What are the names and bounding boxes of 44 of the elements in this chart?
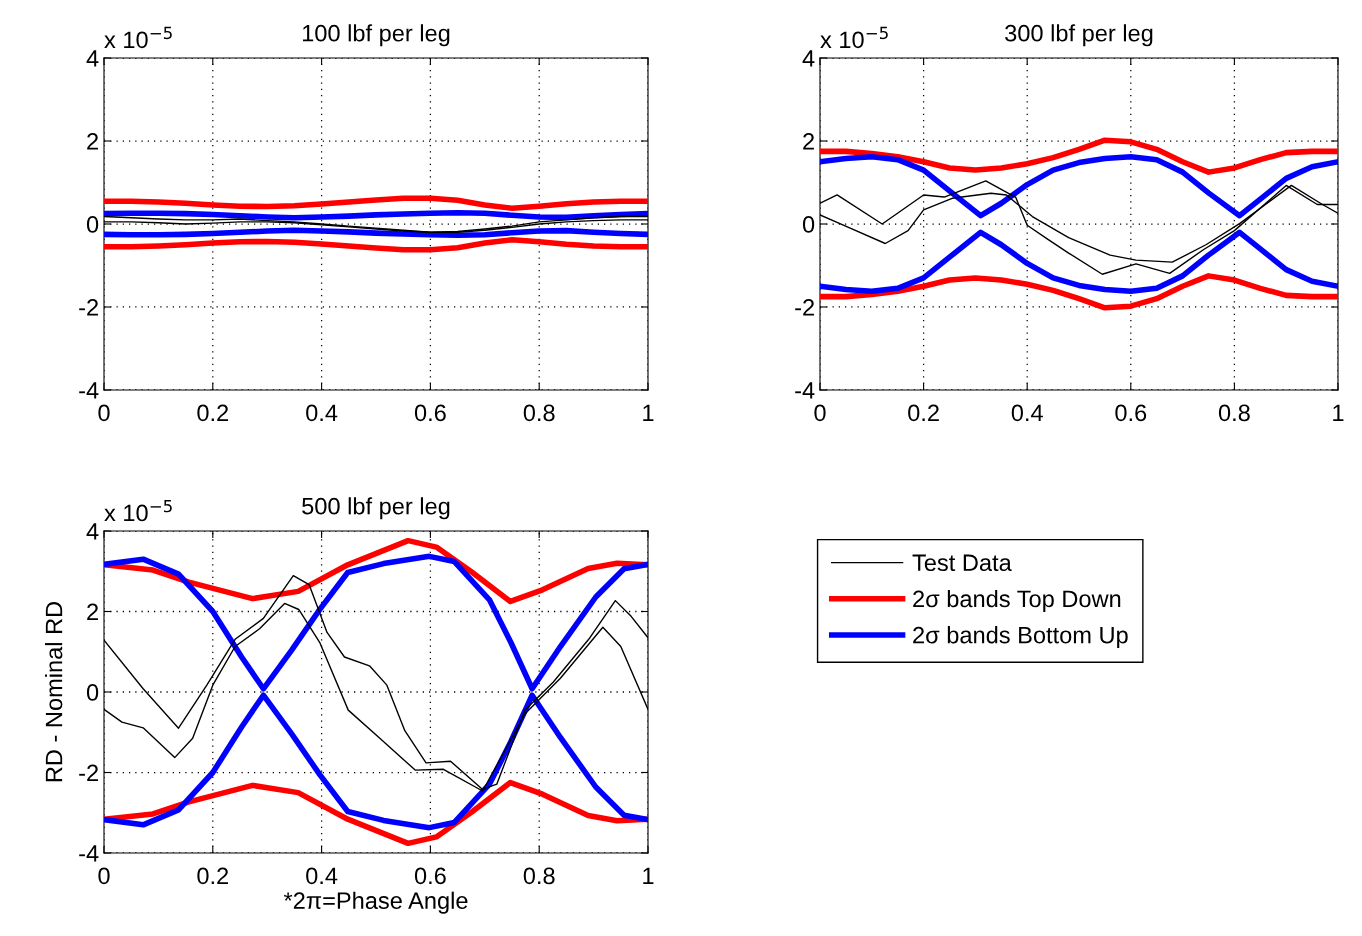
legend-label: 2σ bands Bottom Up: [913, 626, 1128, 649]
text: x 10$^{−5}$: [104, 26, 172, 49]
x-tick-label: 0: [814, 404, 826, 422]
x-tick-label: 0.4: [306, 404, 338, 422]
x-tick-label: 0.8: [523, 404, 555, 422]
x-tick-label: 0.8: [1218, 404, 1250, 422]
legend-label: 2σ bands Top Down: [913, 589, 1121, 612]
y-tick-label: 0: [86, 684, 99, 701]
y-tick-label: 2: [87, 603, 98, 621]
x-tick-label: 0: [98, 867, 110, 885]
x-tick-label: 0.6: [1115, 404, 1147, 422]
x-axis-title: *2π=Phase Angle: [283, 891, 468, 914]
x-tick-label: 0.2: [197, 867, 229, 885]
text: x 10$^{−5}$: [820, 26, 888, 49]
y-tick-label: -4: [79, 845, 99, 862]
x-tick-label: 0: [98, 404, 110, 422]
y-tick-label: 4: [86, 523, 99, 540]
x-tick-label: 0.2: [197, 404, 229, 422]
text: x 10$^{−5}$: [104, 500, 172, 522]
chart-title: 300 lbf per leg: [1005, 24, 1153, 47]
chart-title: 100 lbf per leg: [302, 24, 450, 47]
x-tick-label: 0.4: [306, 867, 338, 885]
y-tick-label: -2: [79, 764, 98, 782]
x-tick-label: 0.2: [908, 404, 939, 422]
legend-label: Test Data: [912, 554, 1012, 572]
y-tick-label: -2: [795, 299, 814, 316]
y-tick-label: 4: [802, 50, 815, 67]
y-tick-label: 2: [87, 133, 98, 150]
x-tick-label: 1: [1333, 404, 1344, 421]
x-tick-label: 0.6: [414, 867, 446, 885]
x-tick-label: 1: [643, 867, 654, 884]
x-tick-label: 0.4: [1011, 404, 1043, 422]
x-tick-label: 0.6: [414, 404, 446, 422]
chart-title: 500 lbf per leg: [302, 497, 450, 520]
y-tick-label: 2: [803, 133, 814, 150]
y-tick-label: 4: [86, 50, 99, 67]
x-tick-label: 1: [643, 404, 654, 421]
y-axis-title: RD - Nominal RD: [45, 601, 63, 782]
y-tick-label: -4: [79, 382, 99, 399]
y-tick-label: 0: [802, 216, 815, 233]
y-tick-label: -2: [79, 299, 98, 316]
y-tick-label: 0: [86, 216, 99, 233]
y-tick-label: -4: [795, 382, 815, 399]
x-tick-label: 0.8: [523, 867, 555, 885]
